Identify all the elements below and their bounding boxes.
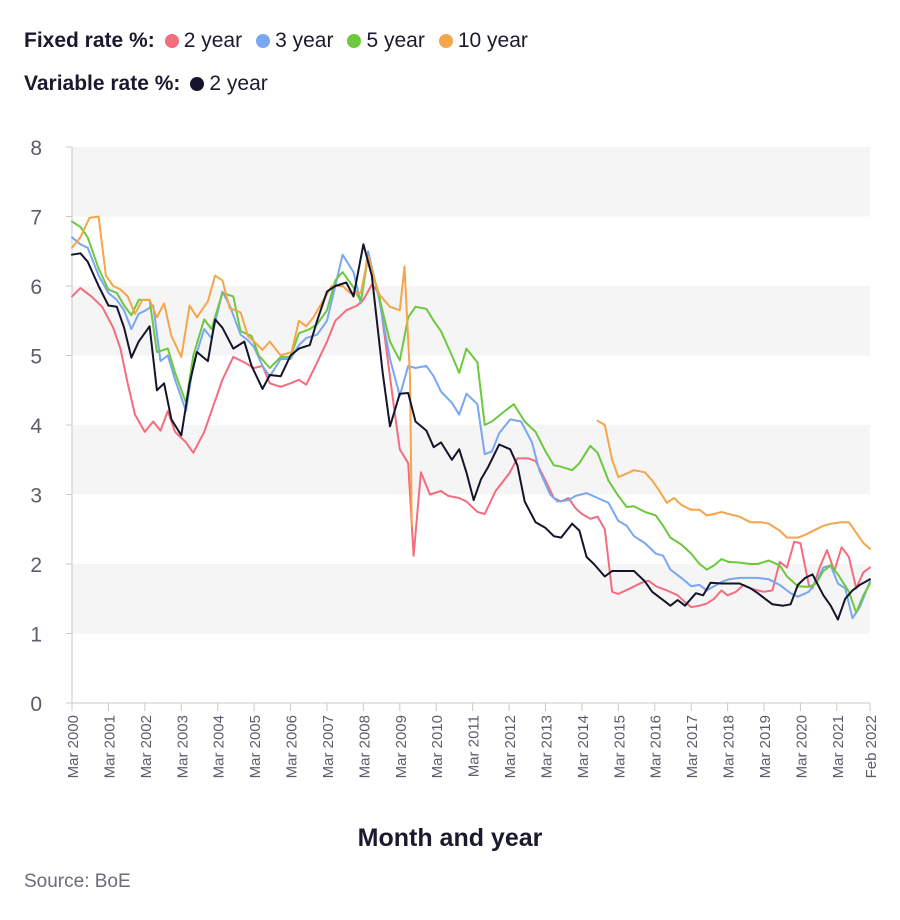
grid-band xyxy=(72,147,870,217)
grid-band xyxy=(72,564,870,634)
x-tick-label: Mar 2018 xyxy=(721,715,738,778)
legend-dot-variable-2-year xyxy=(190,77,205,91)
y-tick-label: 3 xyxy=(30,485,42,508)
x-tick-label: Mar 2017 xyxy=(684,715,701,778)
x-tick-label: Mar 2002 xyxy=(138,715,155,778)
y-tick-label: 8 xyxy=(30,137,42,160)
x-tick-label: Mar 2016 xyxy=(648,715,665,778)
y-tick-label: 1 xyxy=(30,624,42,647)
series-line-fixed-10-year xyxy=(71,215,413,527)
series-line-fixed-2-year xyxy=(71,283,871,609)
x-tick-label: Mar 2020 xyxy=(793,715,810,778)
x-tick-label: Mar 2019 xyxy=(757,715,774,778)
y-tick-label: 5 xyxy=(30,346,42,369)
grid-band xyxy=(72,425,870,495)
legend-item-fixed-10-year[interactable]: 10 year xyxy=(438,29,528,53)
legend-label-fixed-10-year: 10 year xyxy=(457,29,528,52)
legend-label-fixed-5-year: 5 year xyxy=(366,29,425,52)
y-tick-label: 4 xyxy=(30,415,42,438)
x-tick-label: Mar 2008 xyxy=(356,715,373,778)
series-line-fixed-10-year xyxy=(596,419,871,550)
legend-label-variable-2-year: 2 year xyxy=(209,72,268,95)
x-axis-title: Month and year xyxy=(357,824,543,852)
y-tick-label: 7 xyxy=(30,207,42,230)
x-tick-label: Mar 2007 xyxy=(320,715,337,778)
legend-label-fixed-3-year: 3 year xyxy=(275,29,334,52)
x-tick-label: Mar 2004 xyxy=(211,715,228,778)
series-line-fixed-5-year xyxy=(71,220,871,614)
legend-item-fixed-3-year[interactable]: 3 year xyxy=(256,29,333,53)
y-tick-label: 6 xyxy=(30,276,42,299)
line-chart: 0 1 2 3 4 5 6 7 8 Mar 2000 Mar 2001 Mar 2002 Mar 200… xyxy=(30,137,880,778)
y-tick-label: 2 xyxy=(30,554,42,577)
legend-fixed-title: Fixed rate %: xyxy=(24,29,155,52)
legend-fixed: Fixed rate %: 2 year 3 year 5 year 10 ye… xyxy=(24,29,542,53)
legend-variable-title: Variable rate %: xyxy=(24,72,181,95)
legend-label-fixed-2-year: 2 year xyxy=(183,29,243,52)
legend-dot-fixed-5-year xyxy=(347,34,362,48)
x-tick-label: Mar 2014 xyxy=(575,715,592,778)
legend-item-fixed-5-year[interactable]: 5 year xyxy=(347,29,425,53)
x-tick-label: Mar 2009 xyxy=(393,715,410,778)
x-tick-label: Mar 2006 xyxy=(284,715,301,778)
x-tick-label: Mar 2005 xyxy=(247,715,264,778)
legend-item-variable-2-year[interactable]: 2 year xyxy=(190,72,268,96)
x-tick-label: Mar 2012 xyxy=(502,715,519,778)
series-line-variable-2-year xyxy=(71,243,871,621)
legend-variable: Variable rate %: 2 year xyxy=(24,72,282,96)
legend-dot-fixed-3-year xyxy=(256,34,271,48)
legend-item-fixed-2-year[interactable]: 2 year xyxy=(164,29,243,53)
x-tick-label: Mar 2000 xyxy=(65,715,82,778)
x-tick-label: Feb 2022 xyxy=(863,715,880,778)
y-tick-label: 0 xyxy=(30,693,42,716)
x-tick-label: Mar 2001 xyxy=(101,715,118,778)
grid-band xyxy=(72,286,870,356)
x-tick-label: Mar 2003 xyxy=(174,715,191,778)
x-tick-label: Mar 2011 xyxy=(466,715,483,777)
x-tick-label: Mar 2010 xyxy=(429,715,446,778)
x-tick-label: Mar 2013 xyxy=(538,715,555,778)
x-tick-label: Mar 2021 xyxy=(830,715,847,778)
legend-dot-fixed-10-year xyxy=(438,34,453,48)
legend-dot-fixed-2-year xyxy=(164,34,179,48)
x-tick-label: Mar 2015 xyxy=(611,715,628,778)
source-note: Source: BoE xyxy=(24,871,131,892)
